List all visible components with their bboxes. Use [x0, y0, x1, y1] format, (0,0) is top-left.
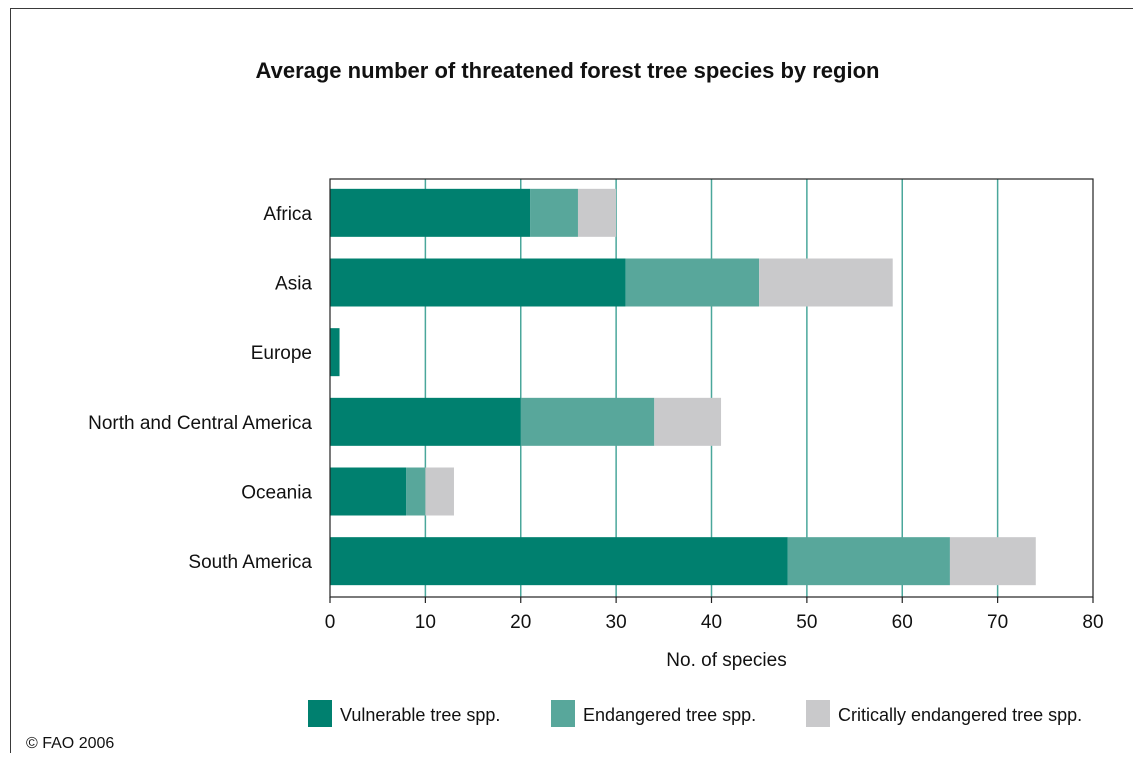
bar-oceania-s2 [425, 467, 454, 516]
x-tick-label: 30 [606, 612, 627, 633]
x-axis-label: No. of species [666, 650, 786, 671]
legend-label-0: Vulnerable tree spp. [340, 705, 500, 725]
bar-north-and-central-america-s0 [330, 397, 521, 446]
bar-asia-s2 [759, 258, 893, 307]
bar-africa-s0 [330, 188, 531, 237]
category-label: South America [188, 552, 312, 573]
bar-north-and-central-america-s1 [520, 397, 655, 446]
legend-swatch-0 [308, 700, 332, 727]
bar-south-america-s2 [949, 537, 1036, 586]
x-tick-label: 0 [325, 612, 336, 633]
bar-africa-s2 [577, 188, 617, 237]
bar-oceania-s1 [406, 467, 426, 516]
bar-oceania-s0 [330, 467, 407, 516]
x-tick-labels: 0 10 20 30 40 50 60 70 80 [325, 597, 1104, 633]
legend-swatch-2 [806, 700, 830, 727]
x-tick-label: 70 [987, 612, 1008, 633]
bar-south-america-s0 [330, 537, 788, 586]
legend-label-2: Critically endangered tree spp. [838, 705, 1082, 725]
x-tick-label: 10 [415, 612, 436, 633]
category-label: Asia [275, 274, 312, 295]
x-tick-label: 20 [510, 612, 531, 633]
chart-title: Average number of threatened forest tree… [255, 58, 880, 83]
category-label: Europe [251, 343, 312, 364]
category-label: Oceania [241, 483, 312, 504]
bar-south-america-s1 [787, 537, 950, 586]
bar-asia-s1 [625, 258, 760, 307]
gridlines [424, 179, 999, 597]
legend-label-1: Endangered tree spp. [583, 705, 756, 725]
y-category-labels: Africa Asia Europe North and Central Americ… [88, 204, 312, 573]
bar-europe-s0 [330, 328, 340, 377]
figure-frame [10, 8, 1133, 753]
legend: Vulnerable tree spp. Endangered tree spp.… [308, 700, 1082, 727]
legend-swatch-1 [551, 700, 575, 727]
copyright-credit: © FAO 2006 [26, 735, 115, 752]
bar-north-and-central-america-s2 [654, 397, 722, 446]
x-tick-label: 80 [1082, 612, 1103, 633]
x-tick-label: 40 [701, 612, 722, 633]
bars [330, 188, 1036, 586]
x-tick-label: 50 [796, 612, 817, 633]
category-label: North and Central America [88, 413, 312, 434]
x-tick-label: 60 [892, 612, 913, 633]
category-label: Africa [263, 204, 312, 225]
bar-africa-s1 [530, 188, 578, 237]
bar-asia-s0 [330, 258, 626, 307]
